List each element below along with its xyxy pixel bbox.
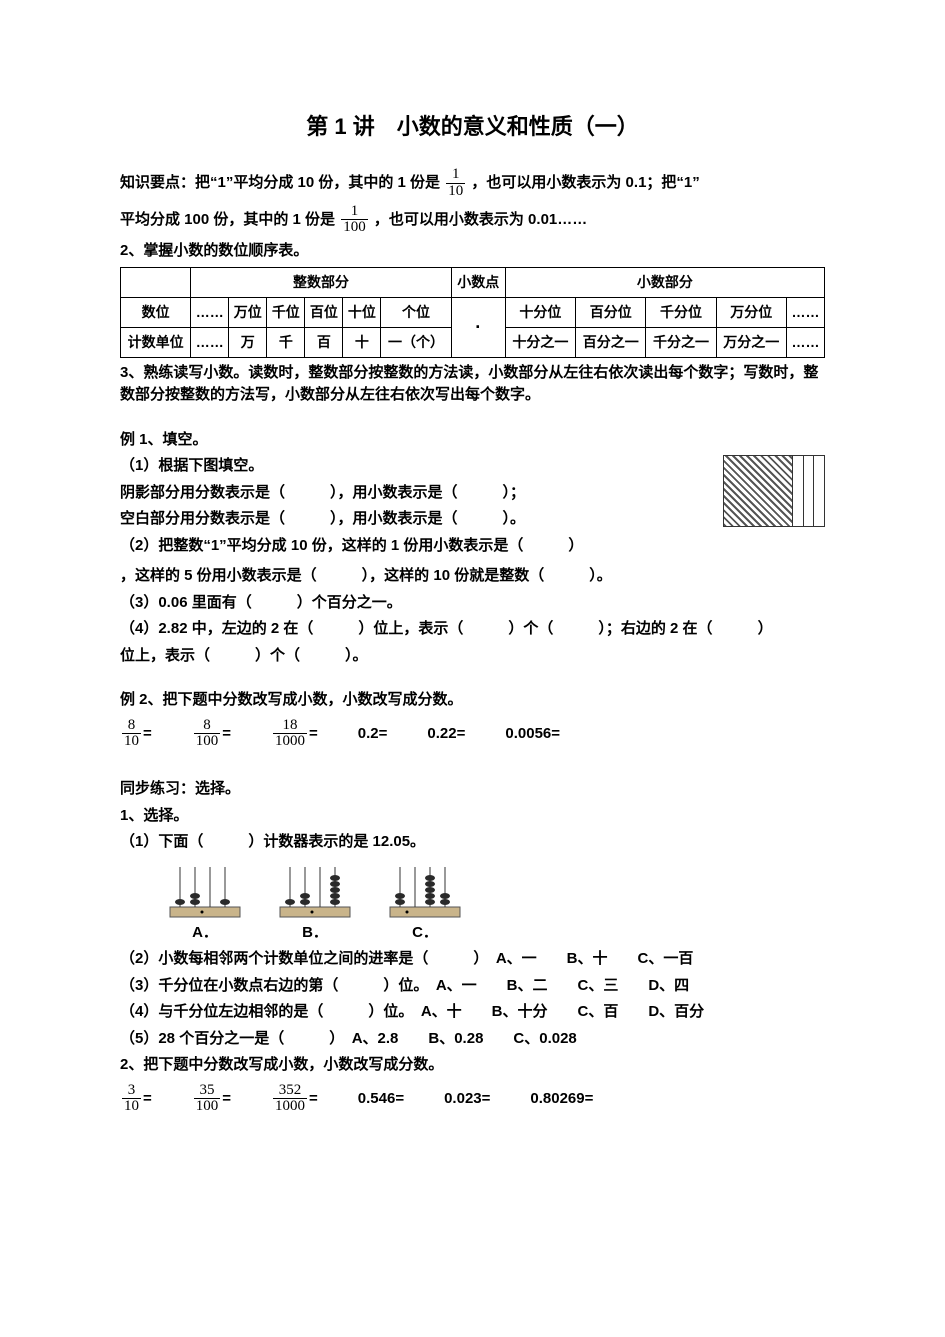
- abacus-a: A．: [160, 862, 250, 945]
- row2-label: 计数单位: [121, 327, 191, 357]
- cell: ……: [191, 297, 229, 327]
- ex1-l6: （3）0.06 里面有（ ）个百分之一。: [120, 592, 825, 615]
- cell: 千: [267, 327, 305, 357]
- place-value-table: 整数部分 小数点 小数部分 数位 …… 万位 千位 百位 十位 个位 · 十分位…: [120, 267, 825, 358]
- ex1-head: 例 1、填空。: [120, 429, 825, 452]
- cell: 千分位: [646, 297, 716, 327]
- practice-q5: （5）28 个百分之一是（ ） A、2.8 B、0.28 C、0.028: [120, 1028, 825, 1051]
- practice-q4: （4）与千分位左边相邻的是（ ）位。 A、十 B、十分 C、百 D、百分: [120, 1001, 825, 1024]
- hatched-blank: [804, 456, 815, 526]
- abacus-icon: [165, 862, 245, 922]
- cell: 百分之一: [576, 327, 646, 357]
- th-blank: [121, 267, 191, 297]
- cell: 千分之一: [646, 327, 716, 357]
- ex2-frac-3: 181000=: [271, 718, 318, 751]
- intro-line-2: 平均分成 100 份，其中的 1 份是 1 100 ，也可以用小数表示为 0.0…: [120, 204, 825, 237]
- practice-q3: （3）千分位在小数点右边的第（ ）位。 A、一 B、二 C、三 D、四: [120, 975, 825, 998]
- abacus-c: C．: [380, 862, 470, 945]
- cell: 万位: [229, 297, 267, 327]
- ex1-l8: 位上，表示（ ）个（ ）。: [120, 645, 825, 668]
- pfrac-1: 310=: [120, 1083, 152, 1116]
- abacus-a-label: A．: [160, 922, 250, 945]
- practice-q1: （1）下面（ ）计数器表示的是 12.05。: [120, 831, 825, 854]
- cell: 千位: [267, 297, 305, 327]
- ex2-head: 例 2、把下题中分数改写成小数，小数改写成分数。: [120, 689, 825, 712]
- ex2-row: 810= 8100= 181000= 0.2= 0.22= 0.0056=: [120, 718, 825, 751]
- intro-line-3: 2、掌握小数的数位顺序表。: [120, 240, 825, 263]
- cell: 十: [343, 327, 381, 357]
- cell: 一（个）: [381, 327, 451, 357]
- practice-l2: 2、把下题中分数改写成小数，小数改写成分数。: [120, 1054, 825, 1077]
- cell: 万分位: [716, 297, 786, 327]
- page: 第 1 讲 小数的意义和性质（一） 知识要点：把“1”平均分成 10 份，其中的…: [0, 0, 945, 1205]
- practice-l1: 1、选择。: [120, 805, 825, 828]
- ex1-l1: （1）根据下图填空。: [120, 455, 825, 478]
- hatched-figure: [723, 455, 825, 527]
- ex2-frac-2: 8100=: [192, 718, 231, 751]
- abacus-b-label: B．: [270, 922, 360, 945]
- cell: ……: [786, 327, 824, 357]
- abacus-b: B．: [270, 862, 360, 945]
- cell: 百分位: [576, 297, 646, 327]
- th-decimal: 小数部分: [505, 267, 824, 297]
- table-head-row: 整数部分 小数点 小数部分: [121, 267, 825, 297]
- cell: 万分之一: [716, 327, 786, 357]
- table-row-digits: 数位 …… 万位 千位 百位 十位 个位 · 十分位 百分位 千分位 万分位 ……: [121, 297, 825, 327]
- abacus-icon: [385, 862, 465, 922]
- abacus-row: A． B．: [160, 862, 825, 945]
- hatched-shaded: [724, 456, 793, 526]
- cell: ……: [191, 327, 229, 357]
- practice-q2: （2）小数每相邻两个计数单位之间的进率是（ ） A、一 B、十 C、一百: [120, 948, 825, 971]
- cell: 百: [305, 327, 343, 357]
- abacus-c-label: C．: [380, 922, 470, 945]
- ex1-l3: 空白部分用分数表示是（ ），用小数表示是（ ）。: [120, 508, 825, 531]
- ex1-l4: （2）把整数“1”平均分成 10 份，这样的 1 份用小数表示是（ ）: [120, 535, 825, 558]
- hatched-blank: [814, 456, 824, 526]
- cell: 十分位: [505, 297, 575, 327]
- ex2-frac-1: 810=: [120, 718, 152, 751]
- intro-2b: ，也可以用小数表示为 0.01……: [374, 211, 587, 228]
- ex2-dec-3: 0.0056=: [505, 723, 560, 746]
- th-integer: 整数部分: [191, 267, 451, 297]
- abacus-icon: [275, 862, 355, 922]
- fraction-1-10: 1 10: [446, 167, 465, 200]
- pdec-3: 0.80269=: [530, 1088, 593, 1111]
- cell: 十位: [343, 297, 381, 327]
- pdec-1: 0.546=: [358, 1088, 404, 1111]
- intro-2a: 平均分成 100 份，其中的 1 份是: [120, 211, 335, 228]
- intro-line-1: 知识要点：把“1”平均分成 10 份，其中的 1 份是 1 10 ，也可以用小数…: [120, 167, 825, 200]
- practice-frac-row: 310= 35100= 3521000= 0.546= 0.023= 0.802…: [120, 1083, 825, 1116]
- ex2-dec-1: 0.2=: [358, 723, 388, 746]
- intro-1a: 知识要点：把“1”平均分成 10 份，其中的 1 份是: [120, 174, 440, 191]
- cell: 百位: [305, 297, 343, 327]
- page-title: 第 1 讲 小数的意义和性质（一）: [120, 110, 825, 143]
- intro-1b: ，也可以用小数表示为 0.1；把“1”: [471, 174, 699, 191]
- ex2-dec-2: 0.22=: [427, 723, 465, 746]
- cell: 十分之一: [505, 327, 575, 357]
- th-point: 小数点: [451, 267, 505, 297]
- cell-point: ·: [451, 297, 505, 357]
- practice-head: 同步练习：选择。: [120, 778, 825, 801]
- pfrac-2: 35100=: [192, 1083, 231, 1116]
- cell: 个位: [381, 297, 451, 327]
- point-3: 3、熟练读写小数。读数时，整数部分按整数的方法读，小数部分从左往右依次读出每个数…: [120, 362, 825, 407]
- pdec-2: 0.023=: [444, 1088, 490, 1111]
- ex1-l2: 阴影部分用分数表示是（ ），用小数表示是（ ）；: [120, 482, 825, 505]
- pfrac-3: 3521000=: [271, 1083, 318, 1116]
- cell: ……: [786, 297, 824, 327]
- cell: 万: [229, 327, 267, 357]
- ex1-l5: ，这样的 5 份用小数表示是（ ），这样的 10 份就是整数（ ）。: [120, 565, 825, 588]
- row1-label: 数位: [121, 297, 191, 327]
- fraction-1-100: 1 100: [341, 204, 368, 237]
- hatched-blank: [793, 456, 804, 526]
- ex1-l7: （4）2.82 中，左边的 2 在（ ）位上，表示（ ）个（ ）；右边的 2 在…: [120, 618, 825, 641]
